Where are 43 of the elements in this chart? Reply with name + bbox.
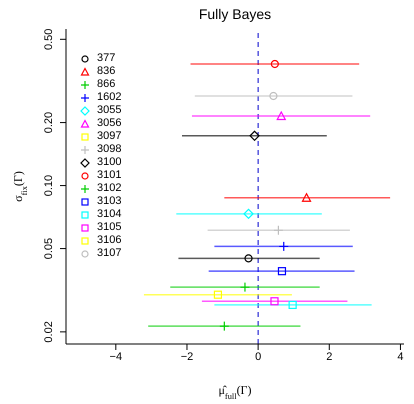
point xyxy=(288,300,297,310)
legend-label: 1602 xyxy=(97,91,122,104)
legend-label: 377 xyxy=(97,52,116,65)
legend-label: 866 xyxy=(97,78,116,91)
legend-label: 3106 xyxy=(97,234,122,247)
point xyxy=(273,225,284,236)
legend-label: 836 xyxy=(97,65,116,78)
y-tick-label: 0.20 xyxy=(43,112,55,134)
point xyxy=(269,92,278,100)
legend-label: 3107 xyxy=(97,247,122,260)
point xyxy=(219,321,230,332)
legend-label: 3102 xyxy=(97,182,122,195)
point xyxy=(302,193,312,202)
y-tick-label: 0.02 xyxy=(43,321,55,343)
point xyxy=(240,282,250,292)
point xyxy=(278,267,286,276)
x-tick-label: −4 xyxy=(110,350,122,363)
legend-label: 3100 xyxy=(97,156,122,169)
point xyxy=(270,60,279,68)
x-tick-label: 4 xyxy=(397,350,404,363)
legend-label: 3104 xyxy=(97,208,122,221)
legend-label: 3098 xyxy=(97,143,122,156)
x-tick-label: 2 xyxy=(326,350,332,363)
x-tick-label: −2 xyxy=(180,350,194,363)
point xyxy=(278,241,289,252)
y-tick-label: 0.50 xyxy=(43,28,55,50)
legend-label: 3055 xyxy=(97,104,122,117)
legend-label: 3103 xyxy=(97,195,122,208)
point xyxy=(214,290,222,299)
legend-label: 3105 xyxy=(97,221,122,234)
legend-label: 3097 xyxy=(97,130,122,143)
x-axis-title: μ̂$_{full}$(Γ) xyxy=(218,383,252,400)
y-tick-label: 0.05 xyxy=(43,238,55,260)
point xyxy=(244,254,253,262)
point xyxy=(249,130,260,141)
chart-title: Fully Bayes xyxy=(198,6,272,22)
legend-label: 3101 xyxy=(97,169,122,182)
point xyxy=(276,111,286,120)
legend-label: 3056 xyxy=(97,117,122,130)
point xyxy=(270,297,279,306)
point xyxy=(243,208,254,219)
x-tick-label: 0 xyxy=(255,350,262,363)
y-tick-label: 0.10 xyxy=(43,174,55,196)
